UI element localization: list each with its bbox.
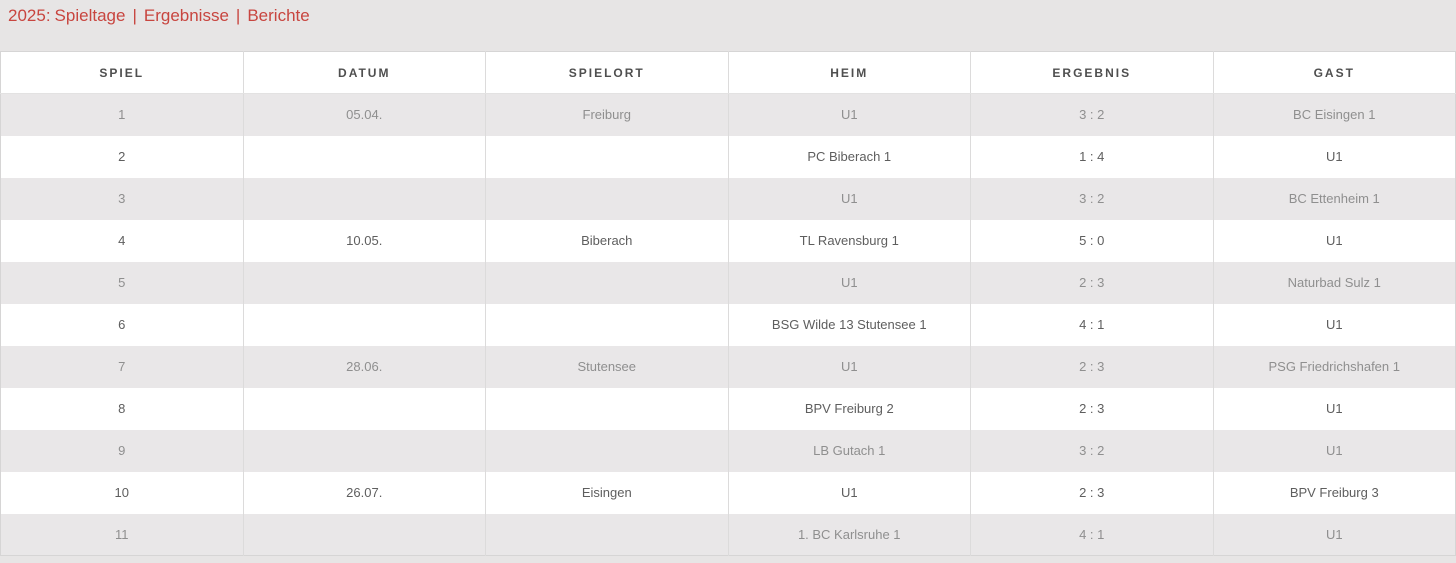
cell-gast: PSG Friedrichshafen 1 <box>1213 345 1456 388</box>
cell-spiel: 10 <box>0 471 244 514</box>
nav-separator: | <box>235 6 241 25</box>
cell-spielort <box>485 135 729 178</box>
cell-spiel: 5 <box>0 261 244 304</box>
table-row: 8 BPV Freiburg 2 2 : 3 U1 <box>0 387 1456 430</box>
cell-gast: U1 <box>1213 135 1456 178</box>
cell-gast: Naturbad Sulz 1 <box>1213 261 1456 304</box>
page-title: 2025: Spieltage | Ergebnisse | Berichte <box>0 0 1456 51</box>
cell-heim: U1 <box>728 471 971 514</box>
cell-gast: U1 <box>1213 429 1456 472</box>
cell-spielort <box>485 261 729 304</box>
cell-spiel: 7 <box>0 345 244 388</box>
cell-ergebnis: 3 : 2 <box>970 93 1214 136</box>
cell-ergebnis: 4 : 1 <box>970 303 1214 346</box>
cell-ergebnis: 2 : 3 <box>970 471 1214 514</box>
nav-link-spieltage[interactable]: Spieltage <box>54 6 126 25</box>
column-header-ergebnis: ERGEBNIS <box>970 51 1214 94</box>
cell-datum: 28.06. <box>243 345 486 388</box>
cell-spiel: 8 <box>0 387 244 430</box>
cell-spiel: 4 <box>0 219 244 262</box>
cell-datum: 05.04. <box>243 93 486 136</box>
cell-heim: U1 <box>728 93 971 136</box>
cell-datum <box>243 261 486 304</box>
cell-spielort: Biberach <box>485 219 729 262</box>
cell-ergebnis: 4 : 1 <box>970 513 1214 556</box>
cell-heim: LB Gutach 1 <box>728 429 971 472</box>
cell-spiel: 3 <box>0 177 244 220</box>
cell-heim: U1 <box>728 177 971 220</box>
cell-heim: TL Ravensburg 1 <box>728 219 971 262</box>
cell-heim: U1 <box>728 345 971 388</box>
cell-gast: U1 <box>1213 219 1456 262</box>
cell-spielort: Eisingen <box>485 471 729 514</box>
cell-datum <box>243 513 486 556</box>
cell-datum <box>243 303 486 346</box>
cell-gast: BPV Freiburg 3 <box>1213 471 1456 514</box>
cell-gast: U1 <box>1213 513 1456 556</box>
cell-heim: U1 <box>728 261 971 304</box>
cell-spiel: 11 <box>0 513 244 556</box>
cell-gast: BC Ettenheim 1 <box>1213 177 1456 220</box>
cell-spielort: Freiburg <box>485 93 729 136</box>
cell-spielort <box>485 177 729 220</box>
column-header-spiel: SPIEL <box>0 51 244 94</box>
cell-ergebnis: 3 : 2 <box>970 177 1214 220</box>
table-header-row: SPIEL DATUM SPIELORT HEIM ERGEBNIS GAST <box>0 51 1456 94</box>
table-row: 6 BSG Wilde 13 Stutensee 1 4 : 1 U1 <box>0 303 1456 346</box>
table-row: 9 LB Gutach 1 3 : 2 U1 <box>0 429 1456 472</box>
nav-separator: | <box>132 6 137 25</box>
title-year: 2025: <box>8 6 51 25</box>
cell-spielort <box>485 513 729 556</box>
cell-ergebnis: 2 : 3 <box>970 261 1214 304</box>
cell-heim: BSG Wilde 13 Stutensee 1 <box>728 303 971 346</box>
table-body: 1 05.04. Freiburg U1 3 : 2 BC Eisingen 1… <box>0 93 1456 556</box>
cell-ergebnis: 1 : 4 <box>970 135 1214 178</box>
results-table: SPIEL DATUM SPIELORT HEIM ERGEBNIS GAST … <box>0 51 1456 556</box>
table-row: 3 U1 3 : 2 BC Ettenheim 1 <box>0 177 1456 220</box>
cell-ergebnis: 5 : 0 <box>970 219 1214 262</box>
cell-datum <box>243 135 486 178</box>
cell-heim: 1. BC Karlsruhe 1 <box>728 513 971 556</box>
cell-gast: BC Eisingen 1 <box>1213 93 1456 136</box>
cell-datum: 26.07. <box>243 471 486 514</box>
nav-link-berichte[interactable]: Berichte <box>247 6 310 25</box>
cell-spiel: 6 <box>0 303 244 346</box>
table-row: 5 U1 2 : 3 Naturbad Sulz 1 <box>0 261 1456 304</box>
nav-link-ergebnisse[interactable]: Ergebnisse <box>143 6 229 25</box>
cell-ergebnis: 2 : 3 <box>970 345 1214 388</box>
cell-spiel: 2 <box>0 135 244 178</box>
cell-ergebnis: 3 : 2 <box>970 429 1214 472</box>
cell-datum <box>243 177 486 220</box>
table-row: 7 28.06. Stutensee U1 2 : 3 PSG Friedric… <box>0 345 1456 388</box>
column-header-heim: HEIM <box>728 51 971 94</box>
column-header-spielort: SPIELORT <box>485 51 729 94</box>
cell-datum <box>243 387 486 430</box>
table-row: 11 1. BC Karlsruhe 1 4 : 1 U1 <box>0 513 1456 556</box>
cell-spielort <box>485 303 729 346</box>
table-row: 1 05.04. Freiburg U1 3 : 2 BC Eisingen 1 <box>0 93 1456 136</box>
cell-gast: U1 <box>1213 387 1456 430</box>
cell-spielort <box>485 387 729 430</box>
cell-gast: U1 <box>1213 303 1456 346</box>
cell-heim: BPV Freiburg 2 <box>728 387 971 430</box>
cell-spiel: 1 <box>0 93 244 136</box>
cell-spielort: Stutensee <box>485 345 729 388</box>
column-header-gast: GAST <box>1213 51 1456 94</box>
table-row: 2 PC Biberach 1 1 : 4 U1 <box>0 135 1456 178</box>
cell-spiel: 9 <box>0 429 244 472</box>
table-row: 10 26.07. Eisingen U1 2 : 3 BPV Freiburg… <box>0 471 1456 514</box>
table-row: 4 10.05. Biberach TL Ravensburg 1 5 : 0 … <box>0 219 1456 262</box>
column-header-datum: DATUM <box>243 51 486 94</box>
cell-spielort <box>485 429 729 472</box>
cell-datum <box>243 429 486 472</box>
cell-ergebnis: 2 : 3 <box>970 387 1214 430</box>
cell-heim: PC Biberach 1 <box>728 135 971 178</box>
cell-datum: 10.05. <box>243 219 486 262</box>
